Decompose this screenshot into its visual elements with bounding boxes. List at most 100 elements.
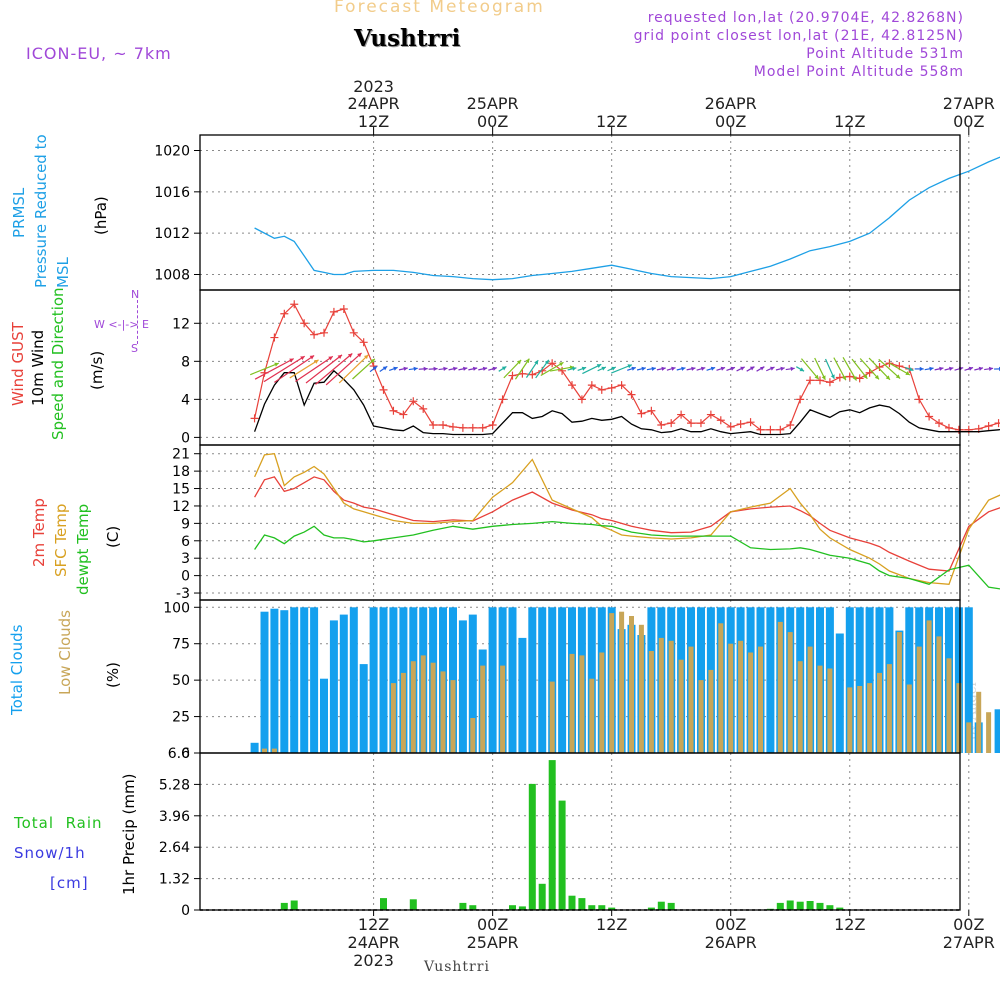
gust-marker (706, 410, 715, 419)
low-cloud-bar (262, 748, 267, 753)
gust-marker (597, 385, 606, 394)
gust-marker (310, 330, 319, 339)
rain-bar (796, 901, 804, 910)
low-cloud-bar (480, 665, 486, 753)
gust-marker (429, 421, 438, 430)
wind-arrow (904, 366, 914, 372)
compass: N W <-|-> E S (90, 288, 180, 360)
gust-marker (419, 404, 428, 413)
low-cloud-bar (718, 623, 724, 753)
gust-marker (339, 305, 348, 314)
total-cloud-bar (250, 742, 259, 753)
low-cloud-bar (867, 683, 873, 753)
total-cloud-bar (766, 607, 775, 753)
wind-arrow (325, 352, 362, 386)
wind-arrow (775, 366, 785, 371)
wind-arrow (305, 354, 343, 384)
wind-arrow (295, 355, 334, 383)
total-cloud-bar (548, 607, 557, 753)
ytick-label: 1020 (154, 144, 190, 160)
gust-marker (915, 395, 924, 404)
wind-arrow (833, 357, 847, 381)
gust-marker (766, 425, 775, 434)
ytick-label: 0 (181, 569, 190, 585)
bottom-time-hour: 12Z (596, 915, 627, 934)
rain-bar (776, 902, 784, 910)
wind-arrow (851, 358, 868, 380)
wind-arrow (611, 364, 633, 374)
gust-marker (806, 376, 815, 385)
rain-bar (816, 902, 824, 910)
gust-marker (756, 425, 765, 434)
wind-arrow (800, 358, 820, 380)
ytick-label: 2.64 (159, 840, 190, 856)
gust-marker (478, 423, 487, 432)
low-cloud-bar (986, 712, 992, 753)
rain-bar (409, 899, 417, 910)
gust-marker (270, 333, 279, 342)
sfc-line (254, 452, 1000, 585)
top-time-hour: 12Z (358, 112, 389, 131)
rain-bar (667, 902, 675, 910)
label-total-rain: Total Rain (14, 814, 103, 832)
ytick-label: 75 (172, 637, 190, 653)
ytick-label: 8 (181, 354, 190, 370)
rain-bar (568, 895, 576, 910)
gust-marker (359, 338, 368, 347)
low-cloud-bar (817, 665, 823, 753)
total-cloud-bar (468, 614, 477, 753)
bottom-time-year: 2023 (353, 951, 394, 970)
rain-bar (588, 905, 596, 910)
low-cloud-bar (827, 668, 833, 753)
wind-arrow (289, 359, 319, 379)
bottom-time-hour: 00Z (953, 915, 984, 934)
info-point-altitude: Point Altitude 531m (806, 46, 964, 62)
wind-arrow (249, 362, 279, 376)
gust-marker (835, 373, 844, 382)
low-cloud-bar (807, 646, 813, 753)
wind-arrow (597, 366, 607, 372)
low-cloud-bar (688, 646, 694, 753)
low-cloud-bar (579, 655, 585, 753)
temperature-frame (199, 444, 961, 601)
gust-marker (935, 419, 944, 428)
gust-marker (468, 423, 477, 432)
total-cloud-bar (508, 607, 517, 753)
low-cloud-bar (906, 684, 912, 753)
wind-arrow (666, 366, 676, 371)
wind-arrow (746, 366, 755, 372)
gust-marker (696, 419, 705, 428)
gust-marker (825, 378, 834, 387)
total-cloud-bar (290, 607, 299, 753)
bottom-time-date: 27APR (943, 933, 995, 952)
gust-marker (280, 309, 289, 318)
low-cloud-bar (758, 646, 763, 753)
pressure-frame (199, 134, 961, 291)
gust-marker (776, 425, 785, 434)
gust-marker (746, 418, 755, 427)
total-cloud-bar (339, 614, 348, 753)
wind-arrow (488, 366, 498, 371)
ytick-label: 18 (172, 464, 190, 480)
info-grid-point: grid point closest lon,lat (21E, 42.8125… (633, 28, 964, 44)
low-cloud-bar (549, 681, 555, 753)
ytick-label: -3 (176, 586, 190, 602)
ytick-label: 4 (181, 392, 190, 408)
rain-bar (459, 902, 467, 910)
footer-location: Vushtrri (424, 959, 490, 975)
low-cloud-bar (440, 671, 446, 753)
top-time-date: 26APR (705, 94, 757, 113)
total-cloud-bar (528, 607, 537, 753)
wind-arrow (254, 358, 294, 380)
wind-arrow (934, 366, 944, 371)
gust-marker (528, 370, 537, 379)
ytick-label: 1008 (154, 268, 190, 284)
gust-marker (458, 423, 467, 432)
ytick-label: 21 (172, 447, 190, 463)
gust-marker (548, 359, 557, 368)
gust-marker (726, 422, 735, 431)
wind-arrow (468, 366, 478, 371)
gust-marker (488, 421, 497, 430)
wind-arrow (428, 366, 438, 372)
ytick-label: 12 (172, 316, 190, 332)
